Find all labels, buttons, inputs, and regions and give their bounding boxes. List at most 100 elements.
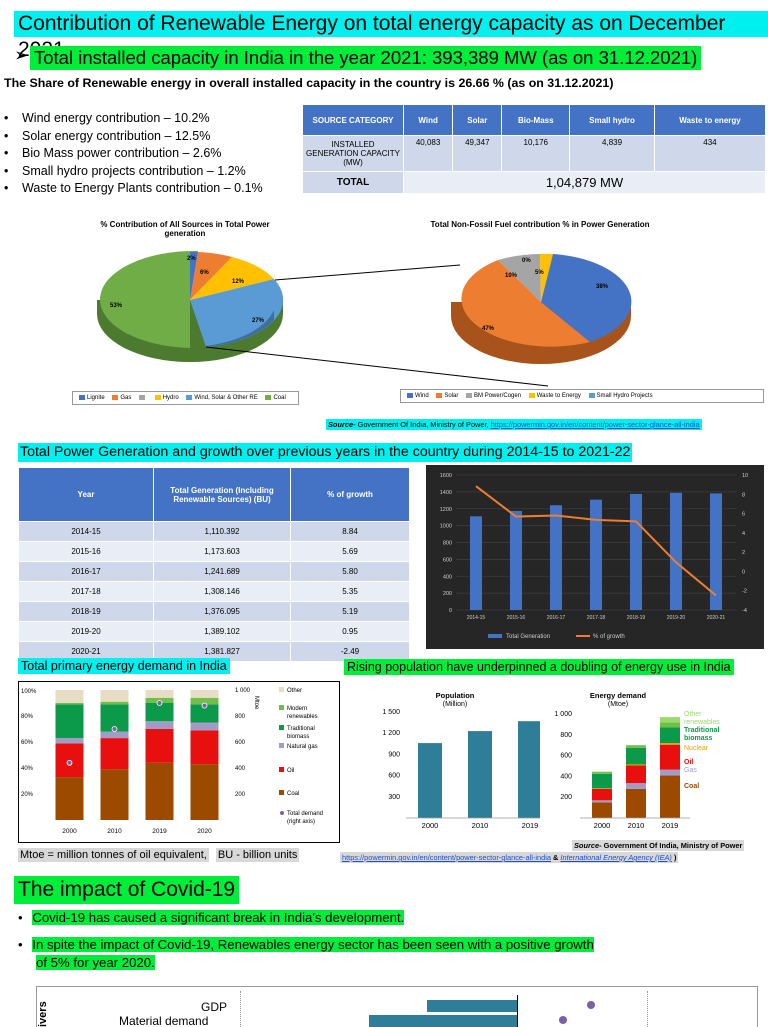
total-demand-dot [111, 726, 118, 732]
pie1-re-explode [206, 310, 274, 347]
pie1-label-12: 12% [232, 279, 245, 285]
y2-tick-label: 6 [742, 512, 745, 518]
y-tick-label: 900 [388, 751, 400, 758]
y-tick-label: 600 [443, 557, 452, 563]
legend-label: Traditional [287, 726, 315, 732]
pie2-hydro-slice [540, 253, 553, 302]
legend-wind: Wind [407, 393, 429, 399]
pie1-hydro-slice [190, 257, 274, 300]
x-tick-label: 2010 [107, 828, 122, 835]
y-tick-label: 400 [560, 773, 572, 780]
y2-tick-label: -4 [742, 608, 747, 614]
y2-tick-label: 600 [235, 740, 246, 746]
x-tick-label: 2016-17 [547, 615, 566, 621]
legend-label: (right axis) [287, 819, 315, 825]
legend-swatch [279, 743, 284, 748]
gdp-bar [427, 1000, 517, 1012]
total-label: TOTAL [302, 171, 404, 194]
header-source-category: SOURCE CATEGORY [302, 104, 404, 136]
population-bar [468, 731, 492, 818]
pie1-label-27: 27% [252, 318, 265, 324]
bar-total-generation [590, 499, 602, 610]
pie2-group [461, 253, 632, 347]
energy-bar-segment [626, 788, 646, 818]
y2-tick-label: 200 [235, 792, 246, 798]
x-tick-label: 2019-20 [667, 615, 686, 621]
stacked-bar-segment [190, 722, 219, 731]
total-demand-dot [66, 759, 73, 766]
value-solar: 49,347 [452, 135, 503, 172]
y2-tick-label: 2 [742, 550, 745, 556]
legend-smallhydro: Small Hydro Projects [588, 393, 653, 399]
bu-note: BU - billion units [215, 848, 300, 862]
total-value: 1,04,879 MW [403, 171, 766, 194]
pie2-label-47: 47% [482, 326, 495, 332]
x-tick-label: 2019 [522, 821, 539, 830]
contribution-waste: Waste to Energy Plants contribution – 0.… [4, 180, 263, 198]
legend-gas: Gas [112, 395, 131, 401]
pie2-label-38: 38% [596, 284, 609, 290]
source-prefix: Source [328, 420, 354, 429]
stacked-bar-segment [190, 730, 219, 765]
source2-link2[interactable]: International Energy Agency (IEA) [560, 853, 672, 862]
y-tick-label: 1 200 [382, 730, 400, 737]
population-chart-title: Population [436, 691, 475, 700]
population-title: Rising population have underpinned a dou… [344, 659, 734, 675]
drivers-side-label: ivers [37, 1001, 49, 1027]
energy-chart-subtitle: (Mtoe) [608, 701, 628, 708]
value-wind: 40,083 [402, 135, 454, 172]
share-line: The Share of Renewable energy in overall… [4, 76, 614, 90]
energy-bar-segment [626, 783, 646, 789]
stacked-bar-segment [145, 762, 174, 820]
gen-header-total: Total Generation (Including Renewable So… [153, 467, 291, 522]
energy-bar-segment [660, 722, 680, 728]
stacked-bar-segment [55, 690, 84, 703]
material-bar [369, 1015, 517, 1027]
stacked-bar-segment [55, 704, 84, 739]
legend-label: renewables [287, 714, 318, 720]
pie1-lignite-slice [190, 251, 198, 300]
table-row: 2014-15 1,110.392 8.84 [18, 521, 410, 542]
energy-bar-segment [592, 800, 612, 803]
y-tick-label: 600 [388, 773, 400, 780]
energy-bar-segment [660, 717, 680, 723]
energy-bar-segment [660, 727, 680, 744]
table-row: 2020-21 1,381.827 -2.49 [18, 641, 410, 662]
stacked-bar-segment [100, 731, 129, 739]
legend-label: Nuclear [684, 745, 709, 752]
energy-bar-segment [626, 747, 646, 765]
contribution-list: Wind energy contribution – 10.2% Solar e… [4, 110, 263, 198]
energy-bar-segment [592, 771, 612, 774]
y-tick-label: 1000 [440, 524, 452, 530]
y-tick-label: 60% [21, 740, 34, 746]
legend-label: Coal [287, 791, 299, 797]
row-label-capacity: INSTALLED GENERATION CAPACITY (MW) [302, 135, 404, 172]
y2-tick-label: 1 000 [235, 688, 251, 694]
stacked-bar-segment [190, 704, 219, 723]
stacked-bar-segment [190, 697, 219, 705]
pie2-wind-slice [541, 254, 632, 342]
pie2-bm-slice [498, 254, 541, 302]
stacked-bar-segment [55, 777, 84, 820]
energy-bar-segment [592, 788, 612, 789]
stacked-bar-segment [100, 769, 129, 820]
legend-label: Other [287, 688, 302, 694]
y2-tick-label: 800 [235, 714, 246, 720]
source-link[interactable]: https://powermin.gov.in/en/content/power… [490, 420, 700, 429]
legend-lignite: Lignite [79, 395, 105, 401]
bar-total-generation [670, 492, 682, 610]
legend-label-generation: Total Generation [506, 634, 550, 640]
stacked-bar-segment [145, 690, 174, 698]
energy-chart-title: Energy demand [590, 691, 647, 700]
y2-tick-label: -2 [742, 589, 747, 595]
bar-total-generation [710, 493, 722, 610]
covid-title: The impact of Covid-19 [14, 876, 240, 904]
legend-waste: Waste to Energy [528, 393, 581, 399]
source2-link1[interactable]: https://powermin.gov.in/en/content/power… [342, 853, 551, 862]
population-chart: Population(Million) 300 600 900 1 200 1 500 20… [382, 691, 540, 830]
contribution-solar: Solar energy contribution – 12.5% [4, 128, 263, 146]
generation-title: Total Power Generation and growth over p… [18, 443, 633, 462]
energy-bar-segment [660, 743, 680, 745]
legend-hydro: Hydro [154, 395, 179, 401]
